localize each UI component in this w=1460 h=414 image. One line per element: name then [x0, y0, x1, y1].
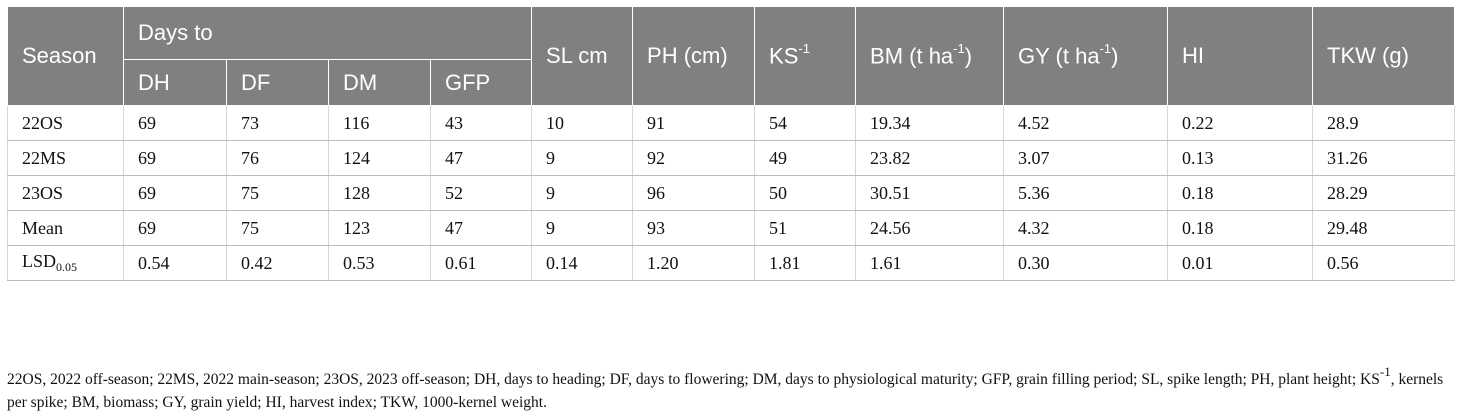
- cell-gfp: 47: [430, 140, 533, 176]
- cell-df: 0.42: [226, 245, 329, 281]
- cell-sl: 9: [531, 140, 634, 176]
- table-footnote: 22OS, 2022 off-season; 22MS, 2022 main-s…: [7, 362, 1454, 414]
- cell-gy: 0.30: [1003, 245, 1169, 281]
- cell-hi: 0.22: [1167, 105, 1314, 141]
- cell-dh: 69: [123, 105, 227, 141]
- header-ks-base: KS: [769, 43, 799, 69]
- cell-ph: 92: [632, 140, 756, 176]
- cell-hi: 0.13: [1167, 140, 1314, 176]
- header-hi: HI: [1167, 6, 1314, 106]
- header-row-2: DH DF DM GFP: [8, 59, 1455, 106]
- cell-tkw: 29.48: [1312, 210, 1456, 246]
- cell-gfp: 47: [430, 210, 533, 246]
- cell-ks: 50: [754, 175, 857, 211]
- lsd-label-sub: 0.05: [56, 260, 78, 274]
- footnote-part1: 22OS, 2022 off-season; 22MS, 2022 main-s…: [7, 371, 1380, 389]
- header-gy-base: GY (t ha: [1018, 43, 1100, 69]
- header-ph: PH (cm): [632, 6, 756, 106]
- cell-dh: 69: [123, 140, 227, 176]
- cell-df: 75: [226, 210, 329, 246]
- cell-bm: 23.82: [855, 140, 1005, 176]
- cell-gy: 4.32: [1003, 210, 1169, 246]
- cell-df: 75: [226, 175, 329, 211]
- cell-sl: 9: [531, 175, 634, 211]
- header-dm: DM: [328, 59, 431, 106]
- cell-tkw: 28.9: [1312, 105, 1456, 141]
- cell-gfp: 43: [430, 105, 533, 141]
- cell-sl: 0.14: [531, 245, 634, 281]
- cell-ks: 1.81: [754, 245, 857, 281]
- cell-sl: 10: [531, 105, 634, 141]
- table-row: 22OS 69 73 116 43 10 91 54 19.34 4.52 0.…: [7, 105, 1456, 141]
- header-bm-close: ): [964, 43, 973, 69]
- cell-tkw: 31.26: [1312, 140, 1456, 176]
- table-row: Mean 69 75 123 47 9 93 51 24.56 4.32 0.1…: [7, 210, 1456, 246]
- footnote-part2: , kernels per spike; BM, biomass; GY, gr…: [7, 371, 1444, 412]
- cell-ph: 1.20: [632, 245, 756, 281]
- cell-gfp: 52: [430, 175, 533, 211]
- cell-df: 76: [226, 140, 329, 176]
- header-dh: DH: [123, 59, 227, 106]
- table-container: Season Days to SL cm PH (cm) KS-1 BM (t …: [7, 6, 1456, 281]
- cell-season: 23OS: [7, 175, 124, 211]
- cell-hi: 0.01: [1167, 245, 1314, 281]
- header-ks: KS-1: [754, 6, 857, 106]
- cell-dm: 0.53: [328, 245, 431, 281]
- cell-season: 22OS: [7, 105, 124, 141]
- cell-ph: 96: [632, 175, 756, 211]
- cell-tkw: 28.29: [1312, 175, 1456, 211]
- header-row-1: Season Days to SL cm PH (cm) KS-1 BM (t …: [7, 6, 1456, 106]
- cell-gy: 3.07: [1003, 140, 1169, 176]
- table-row-lsd: LSD0.05 0.54 0.42 0.53 0.61 0.14 1.20 1.…: [7, 245, 1456, 281]
- cell-ph: 93: [632, 210, 756, 246]
- cell-dh: 69: [123, 175, 227, 211]
- header-gy: GY (t ha-1): [1003, 6, 1169, 106]
- header-df: DF: [226, 59, 329, 106]
- header-ks-sup: -1: [798, 40, 810, 56]
- cell-ks: 54: [754, 105, 857, 141]
- footnote-sup: -1: [1379, 364, 1391, 379]
- cell-season: 22MS: [7, 140, 124, 176]
- cell-dh: 0.54: [123, 245, 227, 281]
- cell-bm: 24.56: [855, 210, 1005, 246]
- table-row: 22MS 69 76 124 47 9 92 49 23.82 3.07 0.1…: [7, 140, 1456, 176]
- cell-gy: 4.52: [1003, 105, 1169, 141]
- header-sl: SL cm: [531, 6, 634, 106]
- cell-dm: 123: [328, 210, 431, 246]
- header-gy-sup: -1: [1099, 40, 1112, 56]
- header-bm-base: BM (t ha: [870, 43, 954, 69]
- cell-hi: 0.18: [1167, 210, 1314, 246]
- cell-season: Mean: [7, 210, 124, 246]
- cell-bm: 30.51: [855, 175, 1005, 211]
- cell-tkw: 0.56: [1312, 245, 1456, 281]
- cell-lsd-label: LSD0.05: [7, 245, 124, 281]
- cell-hi: 0.18: [1167, 175, 1314, 211]
- cell-dm: 124: [328, 140, 431, 176]
- cell-df: 73: [226, 105, 329, 141]
- header-tkw: TKW (g): [1312, 6, 1456, 106]
- header-season: Season: [7, 6, 124, 106]
- cell-bm: 19.34: [855, 105, 1005, 141]
- cell-dm: 128: [328, 175, 431, 211]
- cell-bm: 1.61: [855, 245, 1005, 281]
- cell-dh: 69: [123, 210, 227, 246]
- header-days-to: Days to: [122, 6, 533, 60]
- lsd-label-base: LSD: [22, 251, 57, 271]
- data-table: Season Days to SL cm PH (cm) KS-1 BM (t …: [7, 6, 1456, 281]
- cell-dm: 116: [328, 105, 431, 141]
- header-gfp: GFP: [429, 59, 533, 106]
- header-bm-sup: -1: [953, 40, 965, 56]
- cell-ph: 91: [632, 105, 756, 141]
- cell-gy: 5.36: [1003, 175, 1169, 211]
- cell-ks: 51: [754, 210, 857, 246]
- table-row: 23OS 69 75 128 52 9 96 50 30.51 5.36 0.1…: [7, 175, 1456, 211]
- cell-ks: 49: [754, 140, 857, 176]
- cell-sl: 9: [531, 210, 634, 246]
- header-bm: BM (t ha-1): [855, 6, 1005, 106]
- cell-gfp: 0.61: [430, 245, 533, 281]
- header-gy-close: ): [1111, 43, 1119, 69]
